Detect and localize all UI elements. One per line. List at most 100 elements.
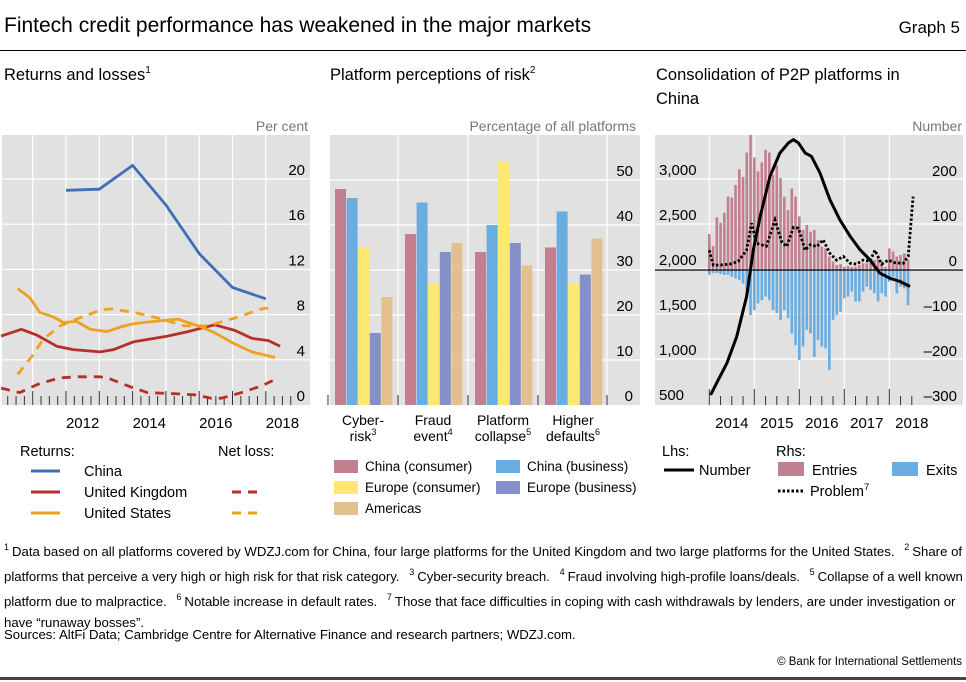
bar-exits	[775, 270, 779, 314]
bar-entries	[753, 157, 756, 270]
bar-exits	[798, 270, 801, 360]
category-label: collapse5	[475, 427, 531, 444]
bar-exits	[846, 270, 850, 297]
bar-europe-consumer	[428, 283, 440, 405]
bar-exits	[873, 270, 876, 294]
panel3-title-line2: China	[656, 90, 700, 108]
bar-exits	[831, 270, 835, 320]
bar-entries	[850, 266, 854, 270]
footnote-text: Share of platforms that perceive a very …	[4, 544, 963, 584]
bar-entries	[726, 196, 730, 270]
bar-entries	[895, 256, 899, 270]
bar-entries	[835, 265, 839, 270]
bar-exits	[708, 270, 711, 275]
title-divider	[0, 50, 966, 51]
legend-label: Europe (business)	[527, 480, 637, 495]
bar-entries	[738, 169, 741, 270]
bar-exits	[813, 270, 816, 357]
bar-entries	[749, 135, 752, 270]
y-tick-label-left: 1,500	[659, 297, 697, 314]
bar-exits	[835, 270, 839, 315]
footnote-marker: 5	[809, 567, 815, 577]
bar-americas	[381, 297, 393, 405]
bar-entries	[711, 246, 715, 270]
bar-exits	[711, 270, 715, 274]
y-tick-label: 20	[288, 162, 305, 179]
series-line-problem	[707, 196, 915, 267]
bar-entries	[828, 256, 831, 270]
y-tick-label-right: –300	[924, 388, 957, 405]
panel3-legend: Lhs: Rhs: Number Entries Exits Problem7	[662, 444, 957, 500]
bar-entries	[734, 184, 737, 270]
y-tick-label: 0	[625, 388, 633, 405]
bar-exits	[816, 270, 820, 341]
footnote-marker: 4	[559, 567, 565, 577]
bar-entries	[768, 152, 771, 270]
bar-china-consumer	[335, 189, 346, 405]
series-line-returns-united-kingdom	[0, 323, 281, 354]
bar-exits	[753, 270, 756, 311]
y-tick-label-right: –100	[924, 298, 957, 315]
footnote-text: Data based on all platforms covered by W…	[12, 544, 895, 559]
bar-exits	[768, 270, 771, 301]
category-label: Cyber-	[342, 412, 384, 428]
footnote-marker: 1	[4, 542, 10, 552]
bar-americas	[451, 243, 463, 405]
y-tick-label: 12	[288, 252, 305, 269]
bar-exits	[876, 270, 880, 302]
bar-entries	[861, 263, 865, 270]
bar-china-consumer	[405, 234, 416, 405]
bar-entries	[809, 231, 812, 270]
bar-entries	[813, 229, 816, 270]
bar-exits	[760, 270, 764, 301]
category-label: risk3	[350, 427, 377, 444]
bar-entries	[899, 255, 902, 270]
bar-exits	[906, 270, 910, 306]
bar-entries	[775, 165, 779, 270]
legend-label: Americas	[365, 501, 422, 516]
bar-china-business	[556, 211, 568, 405]
footnote-text: Cyber-security breach.	[417, 569, 550, 584]
bar-exits	[854, 270, 857, 302]
y-tick-label-right: 100	[932, 208, 957, 225]
bar-entries	[906, 260, 910, 270]
footnote-marker: 6	[176, 592, 182, 602]
category-label: Fraud	[415, 412, 452, 428]
legend-heading-net-loss: Net loss:	[218, 444, 274, 460]
bar-entries	[715, 217, 719, 270]
bar-exits	[794, 270, 797, 346]
y-tick-label: 0	[297, 388, 305, 405]
panel2-category-labels: Cyber- risk3 Fraud event4 Platform colla…	[342, 412, 600, 444]
panel1-unit-label: Per cent	[256, 118, 308, 134]
bar-exits	[820, 270, 824, 347]
bar-americas	[521, 265, 533, 405]
legend-label: China (business)	[527, 459, 628, 474]
legend-swatch-americas	[334, 502, 358, 515]
bar-exits	[884, 270, 887, 297]
bar-entries	[794, 196, 797, 270]
bar-exits	[764, 270, 767, 297]
legend-heading-returns: Returns:	[20, 444, 75, 460]
panel2-legend: China (consumer) China (business) Europe…	[334, 459, 637, 516]
legend-label-entries: Entries	[812, 463, 857, 479]
y-tick-label-right: –200	[924, 343, 957, 360]
bar-entries	[865, 263, 869, 270]
panel1-title: Returns and losses1	[4, 65, 151, 84]
bar-entries	[719, 222, 722, 270]
bar-entries	[843, 266, 846, 270]
bar-exits	[824, 270, 827, 349]
bar-exits	[756, 270, 760, 304]
bar-entries	[869, 262, 872, 270]
legend-heading-rhs: Rhs:	[776, 444, 806, 460]
x-tick-label: 2012	[66, 415, 99, 432]
bar-exits	[858, 270, 861, 302]
y-tick-label-left: 500	[659, 387, 684, 404]
figure-canvas: Returns and losses1 Platform perceptions…	[0, 65, 963, 522]
bar-exits	[865, 270, 869, 287]
bar-entries	[790, 188, 794, 270]
footnote-marker: 2	[904, 542, 910, 552]
series-line-net_loss-united-states	[16, 305, 276, 376]
bar-exits	[745, 270, 749, 290]
bar-europe-business	[439, 252, 451, 405]
bar-exits	[861, 270, 865, 292]
